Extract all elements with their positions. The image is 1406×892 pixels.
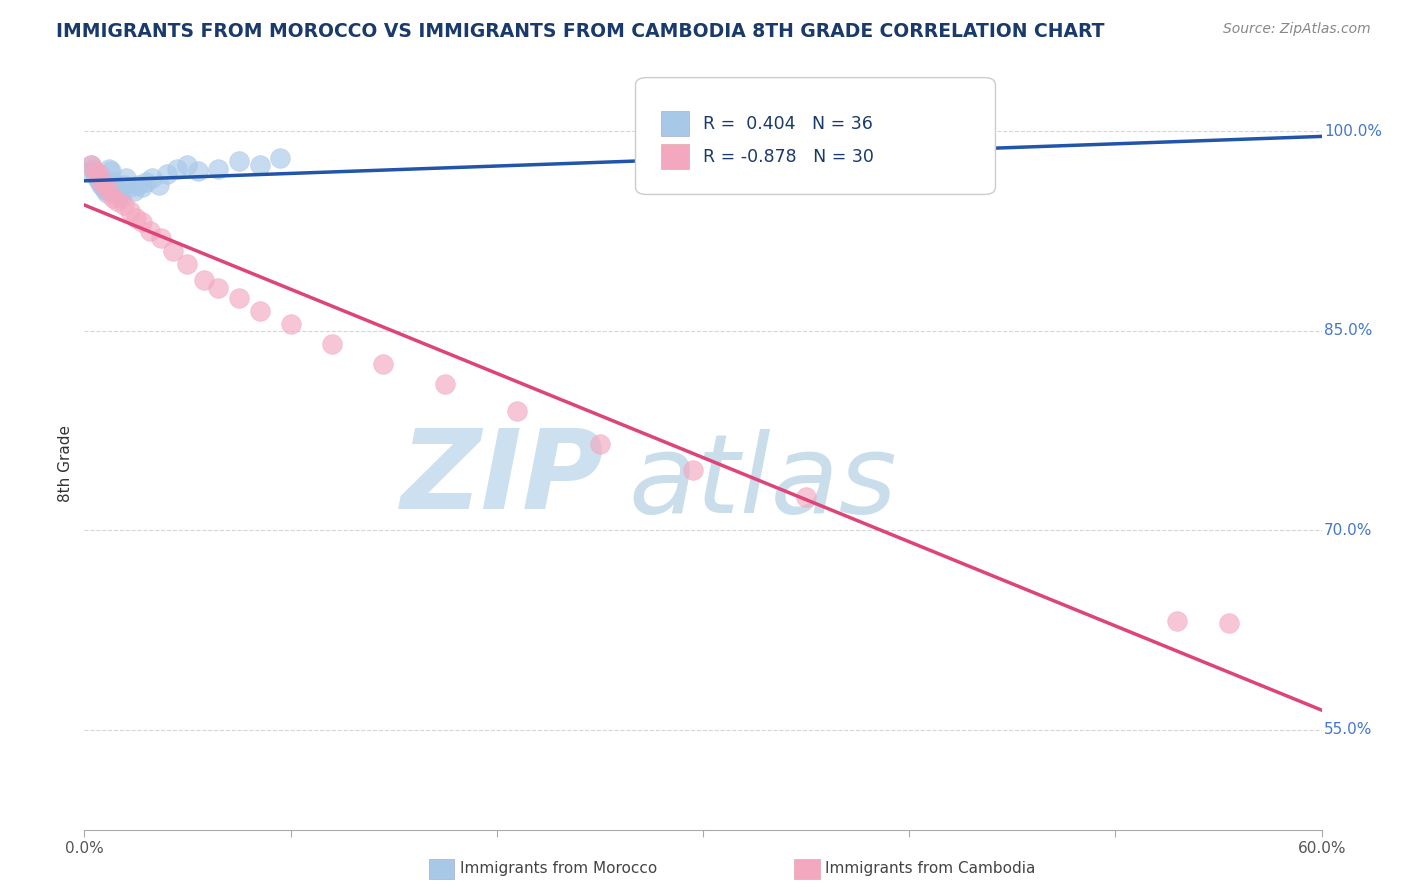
Point <box>141 170 163 185</box>
Point <box>149 231 172 245</box>
Point <box>87 173 110 187</box>
Point <box>127 178 149 192</box>
Point <box>228 291 250 305</box>
Point <box>228 153 250 168</box>
Point <box>131 180 153 194</box>
Y-axis label: 8th Grade: 8th Grade <box>58 425 73 502</box>
Point <box>96 186 118 200</box>
Text: atlas: atlas <box>628 429 897 535</box>
Point <box>94 183 117 197</box>
Point <box>794 490 817 504</box>
Point <box>100 164 122 178</box>
Text: 85.0%: 85.0% <box>1324 324 1372 338</box>
Point <box>166 161 188 176</box>
Text: 70.0%: 70.0% <box>1324 523 1372 538</box>
Point <box>131 215 153 229</box>
Point <box>112 197 135 211</box>
Point <box>104 180 127 194</box>
Point <box>122 184 145 198</box>
Point <box>249 304 271 318</box>
Point <box>794 145 817 159</box>
Point <box>83 164 105 178</box>
Point <box>125 211 148 225</box>
Point <box>82 161 104 176</box>
Point <box>118 204 141 219</box>
Point <box>103 175 125 189</box>
Point <box>148 178 170 192</box>
Point <box>373 357 395 371</box>
Point <box>176 257 198 271</box>
Point <box>91 180 114 194</box>
Text: R = -0.878   N = 30: R = -0.878 N = 30 <box>703 147 875 166</box>
Text: 55.0%: 55.0% <box>1324 723 1372 738</box>
Point <box>87 167 110 181</box>
Point <box>108 188 131 202</box>
Point <box>118 180 141 194</box>
Point <box>434 377 457 392</box>
Text: ZIP: ZIP <box>401 425 605 532</box>
Point <box>79 158 101 172</box>
Point <box>1166 614 1188 628</box>
Point <box>176 158 198 172</box>
Point <box>98 184 121 198</box>
Point <box>187 164 209 178</box>
Point <box>83 167 105 181</box>
Point <box>114 170 136 185</box>
Point <box>321 337 343 351</box>
Point <box>589 437 612 451</box>
Point <box>207 281 229 295</box>
Text: 100.0%: 100.0% <box>1324 124 1382 139</box>
Point <box>682 463 704 477</box>
Point <box>1218 616 1240 631</box>
Text: Source: ZipAtlas.com: Source: ZipAtlas.com <box>1223 22 1371 37</box>
Point <box>112 178 135 192</box>
Text: Immigrants from Cambodia: Immigrants from Cambodia <box>825 862 1036 876</box>
Point <box>207 161 229 176</box>
Point <box>193 273 215 287</box>
Text: R =  0.404   N = 36: R = 0.404 N = 36 <box>703 115 873 133</box>
Point <box>249 158 271 172</box>
Point <box>139 224 162 238</box>
Point <box>103 191 125 205</box>
Point <box>86 170 108 185</box>
Point <box>162 244 184 258</box>
Point <box>94 178 117 192</box>
Point <box>98 161 121 176</box>
Point <box>90 175 112 189</box>
Point <box>77 164 100 178</box>
Point <box>939 153 962 168</box>
Point <box>269 151 291 165</box>
Point <box>79 158 101 172</box>
Text: Immigrants from Morocco: Immigrants from Morocco <box>460 862 657 876</box>
Point <box>110 191 132 205</box>
Point <box>156 167 179 181</box>
Point <box>105 186 128 200</box>
Text: IMMIGRANTS FROM MOROCCO VS IMMIGRANTS FROM CAMBODIA 8TH GRADE CORRELATION CHART: IMMIGRANTS FROM MOROCCO VS IMMIGRANTS FR… <box>56 22 1105 41</box>
Point <box>90 178 112 192</box>
Point <box>135 175 157 189</box>
Point <box>506 403 529 417</box>
Point <box>280 317 302 331</box>
Point <box>105 194 128 208</box>
